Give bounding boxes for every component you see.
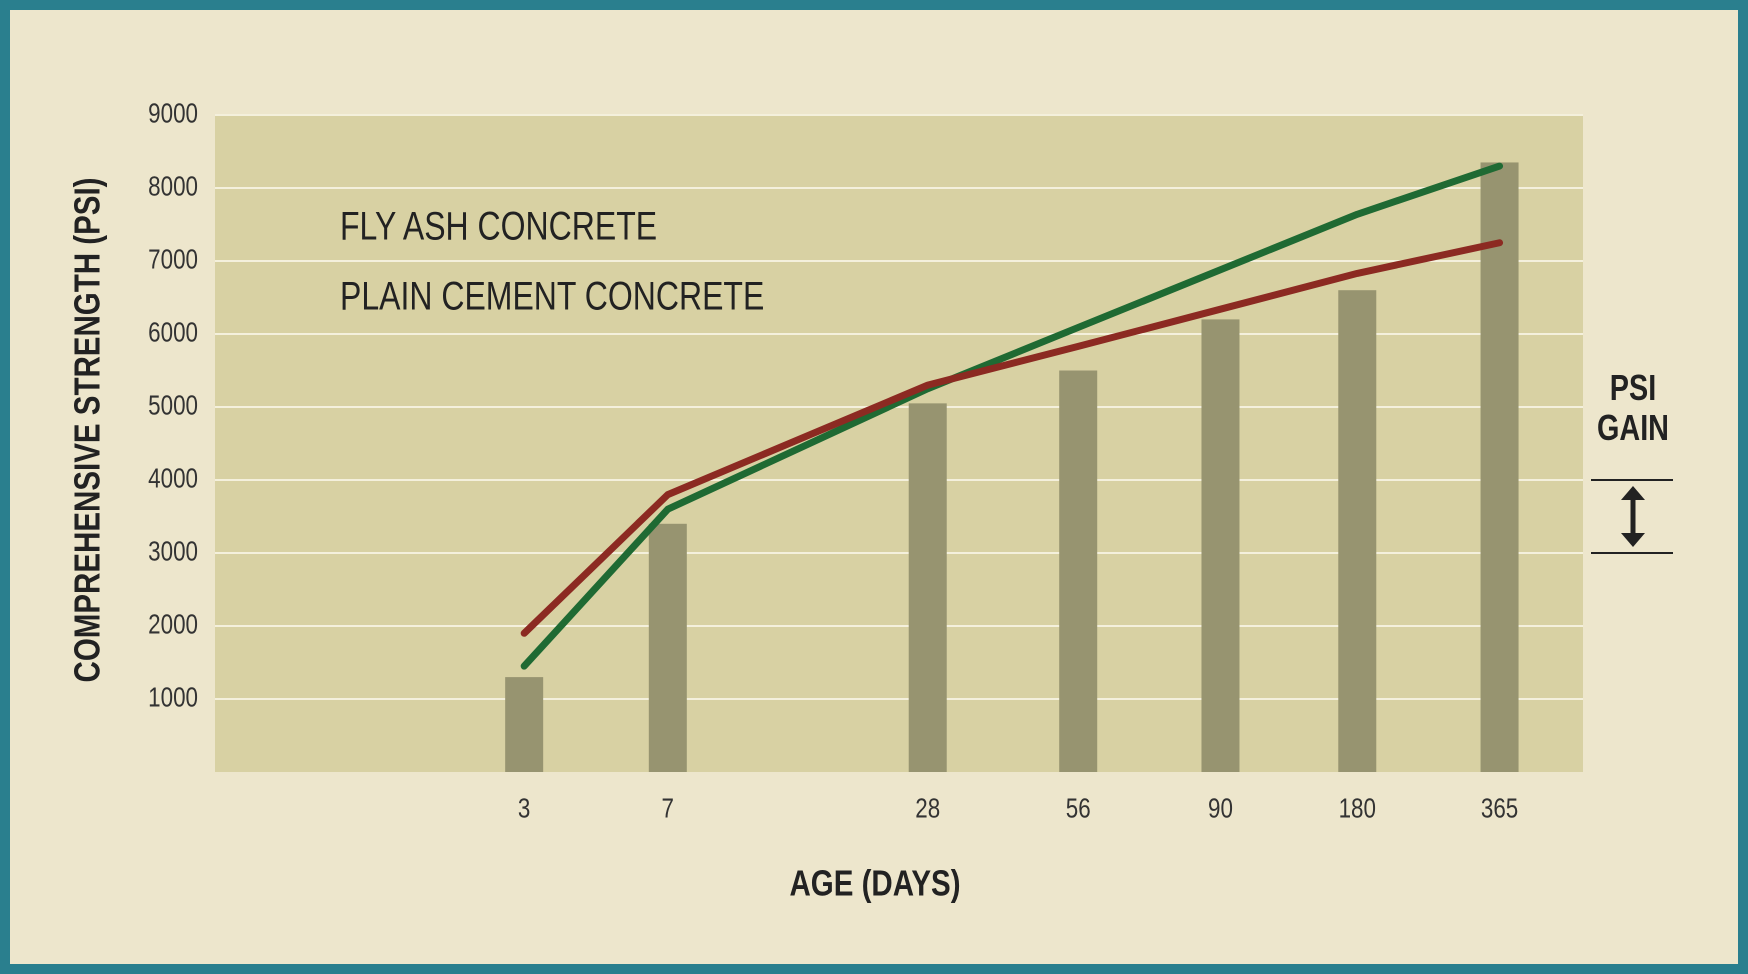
y-axis-title: COMPREHENSIVE STRENGTH (PSI) bbox=[67, 178, 107, 683]
x-tick-label: 365 bbox=[1481, 793, 1518, 824]
x-tick-label: 3 bbox=[518, 793, 530, 824]
x-tick-label: 56 bbox=[1066, 793, 1091, 824]
y-tick-label: 5000 bbox=[148, 390, 198, 421]
y-tick-label: 4000 bbox=[148, 463, 198, 494]
x-tick-label: 180 bbox=[1339, 793, 1376, 824]
arrow-head bbox=[1621, 486, 1645, 500]
line bbox=[520, 162, 1504, 670]
bar bbox=[1201, 319, 1240, 772]
annotation: PSI GAIN bbox=[1597, 366, 1669, 447]
arrow-head bbox=[1621, 533, 1645, 547]
x-tick-label: 28 bbox=[915, 793, 940, 824]
bar bbox=[1338, 290, 1377, 772]
x-tick-label: 90 bbox=[1208, 793, 1233, 824]
legend-label: FLY ASH CONCRETE bbox=[340, 203, 657, 248]
y-tick-label: 3000 bbox=[148, 536, 198, 567]
x-tick-label: 7 bbox=[662, 793, 674, 824]
y-tick-label: 1000 bbox=[148, 682, 198, 713]
y-tick-label: 8000 bbox=[148, 171, 198, 202]
line bbox=[520, 239, 1504, 637]
y-tick-label: 7000 bbox=[148, 244, 198, 275]
y-tick-label: 6000 bbox=[148, 317, 198, 348]
bar bbox=[1480, 162, 1519, 772]
y-tick-label: 2000 bbox=[148, 609, 198, 640]
bar bbox=[648, 523, 687, 772]
bar bbox=[505, 677, 544, 772]
bar bbox=[1059, 370, 1098, 772]
y-tick-label: 9000 bbox=[148, 98, 198, 129]
x-axis-title: AGE (DAYS) bbox=[789, 863, 960, 903]
bar bbox=[908, 403, 947, 772]
legend-label: PLAIN CEMENT CONCRETE bbox=[340, 273, 764, 318]
